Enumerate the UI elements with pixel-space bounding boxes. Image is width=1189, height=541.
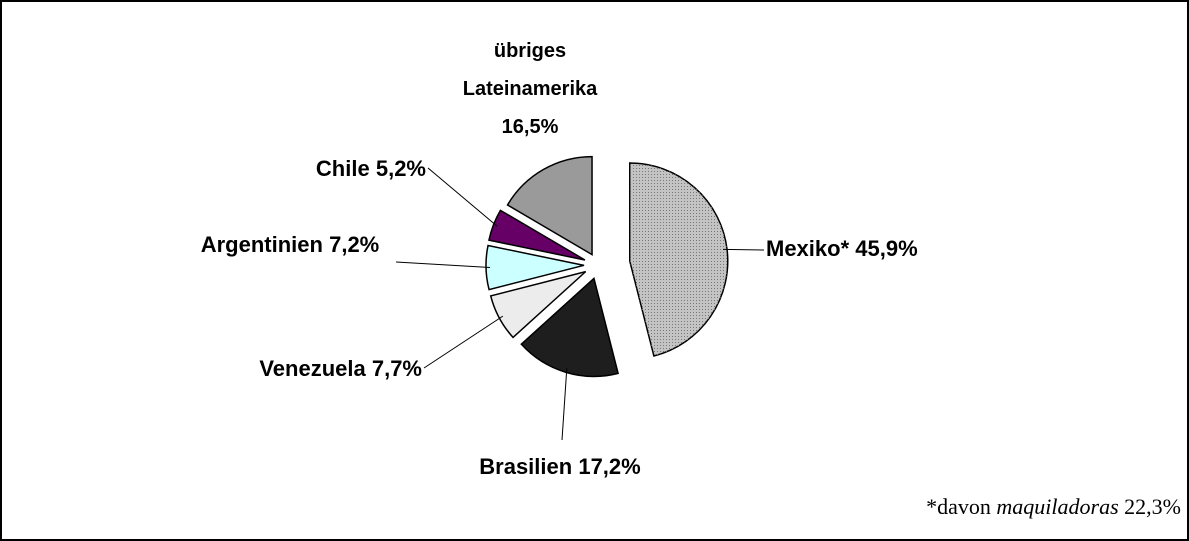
slice-value-label: 45,9% (855, 236, 918, 261)
slice-value-label: 16,5% (501, 116, 559, 138)
slice-label: Chile 5,2% (200, 150, 426, 188)
slice-value-label: 5,2% (375, 156, 426, 181)
slice-category: Argentinien (200, 232, 323, 257)
slice-category: Mexiko* (766, 236, 850, 261)
slice-category: Brasilien (479, 454, 573, 479)
slice-category: übriges Lateinamerika (462, 40, 598, 100)
footnote-prefix: *davon (926, 494, 991, 519)
slice-label: übriges Lateinamerika 16,5% (445, 32, 615, 146)
leader-line (427, 167, 498, 227)
slice-value-label: 7,7% (371, 356, 422, 381)
slice-texture (629, 163, 728, 357)
slice-label: Venezuela 7,7% (160, 350, 422, 388)
slice-label: Brasilien 17,2% (430, 448, 690, 486)
footnote: *davon maquiladoras 22,3% (926, 494, 1181, 520)
pie-slice (506, 155, 593, 256)
slice-category: Chile (315, 156, 370, 181)
slice-value-label: 7,2% (329, 232, 380, 257)
slice-label: Argentinien 7,2% (200, 226, 380, 264)
slice-label: Mexiko* 45,9% (766, 230, 1026, 268)
leader-line (723, 248, 765, 251)
footnote-value: 22,3% (1124, 494, 1181, 519)
leader-line (395, 261, 491, 269)
pie-slice (520, 277, 620, 378)
footnote-term: maquiladoras (996, 494, 1119, 519)
slice-value-label: 17,2% (578, 454, 641, 479)
leader-line (561, 368, 568, 441)
pie-slice (488, 209, 586, 261)
slice-category: Venezuela (259, 356, 366, 381)
leader-line (423, 315, 504, 369)
